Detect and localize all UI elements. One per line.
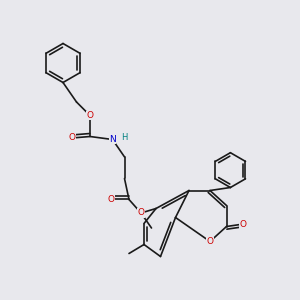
Text: N: N xyxy=(109,135,116,144)
Text: O: O xyxy=(68,134,76,142)
Text: O: O xyxy=(86,111,94,120)
Text: H: H xyxy=(121,134,128,142)
Text: O: O xyxy=(206,237,214,246)
Text: O: O xyxy=(239,220,247,229)
Text: O: O xyxy=(137,208,145,217)
Text: O: O xyxy=(107,195,115,204)
